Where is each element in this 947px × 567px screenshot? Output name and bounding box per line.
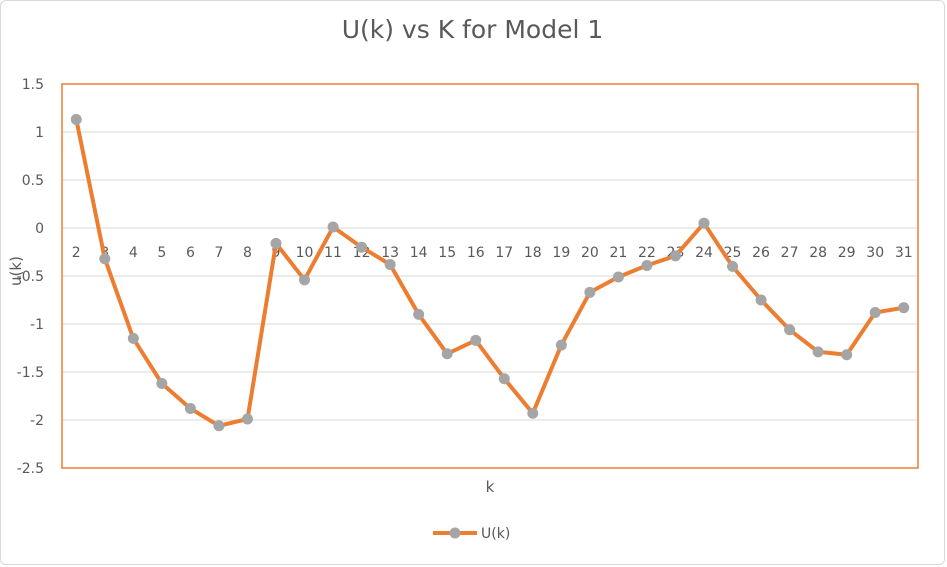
y-tick-label: 0 bbox=[35, 221, 44, 237]
x-tick-label: 19 bbox=[552, 245, 570, 261]
data-point bbox=[584, 286, 596, 298]
x-tick-label: 11 bbox=[324, 245, 342, 261]
data-point bbox=[812, 346, 824, 358]
y-tick-label: 1 bbox=[35, 125, 44, 141]
x-tick-label: 31 bbox=[895, 245, 913, 261]
data-point bbox=[213, 420, 225, 432]
data-point bbox=[356, 241, 368, 253]
y-axis-ticks: 1.5 1 0.5 0 -0.5 -1 -1.5 -2 -2.5 bbox=[17, 77, 44, 477]
x-tick-label: 8 bbox=[243, 245, 252, 261]
x-tick-label: 16 bbox=[467, 245, 485, 261]
x-tick-label: 24 bbox=[695, 245, 713, 261]
x-tick-label: 7 bbox=[214, 245, 223, 261]
legend-label: U(k) bbox=[481, 526, 510, 542]
x-tick-label: 21 bbox=[609, 245, 627, 261]
x-tick-label: 13 bbox=[381, 245, 399, 261]
data-point bbox=[127, 332, 139, 344]
x-tick-label: 6 bbox=[186, 245, 195, 261]
series-markers bbox=[70, 114, 910, 432]
plot-area-border bbox=[61, 83, 919, 469]
x-tick-label: 20 bbox=[581, 245, 599, 261]
x-tick-label: 29 bbox=[838, 245, 856, 261]
data-point bbox=[327, 221, 339, 233]
data-point bbox=[527, 407, 539, 419]
x-axis-ticks: 2345678910111213141516171819202122232425… bbox=[72, 245, 913, 261]
x-tick-label: 18 bbox=[524, 245, 542, 261]
data-point bbox=[413, 308, 425, 320]
data-point bbox=[698, 217, 710, 229]
data-point bbox=[498, 373, 510, 385]
data-point bbox=[641, 259, 653, 271]
series-line-uk bbox=[74, 119, 905, 428]
data-point bbox=[270, 237, 282, 249]
data-point bbox=[299, 274, 311, 286]
x-tick-label: 14 bbox=[410, 245, 428, 261]
data-point bbox=[70, 114, 82, 126]
data-point bbox=[184, 402, 196, 414]
x-tick-label: 2 bbox=[72, 245, 81, 261]
x-tick-label: 5 bbox=[157, 245, 166, 261]
data-point bbox=[241, 413, 253, 425]
y-tick-label: 0.5 bbox=[22, 173, 44, 189]
x-tick-label: 4 bbox=[129, 245, 138, 261]
data-point bbox=[99, 253, 111, 265]
gridlines bbox=[62, 83, 918, 469]
x-axis-title: k bbox=[486, 478, 495, 496]
legend: U(k) bbox=[433, 526, 510, 542]
data-point bbox=[441, 348, 453, 360]
x-tick-label: 15 bbox=[438, 245, 456, 261]
x-tick-label: 27 bbox=[781, 245, 799, 261]
data-point bbox=[156, 378, 168, 390]
x-tick-label: 26 bbox=[752, 245, 770, 261]
data-point bbox=[612, 271, 624, 283]
x-tick-label: 22 bbox=[638, 245, 656, 261]
y-tick-label: -0.5 bbox=[17, 269, 44, 285]
y-tick-label: -1 bbox=[30, 317, 44, 333]
data-point bbox=[755, 294, 767, 306]
y-tick-label: -2 bbox=[30, 413, 44, 429]
legend-marker-swatch bbox=[449, 527, 461, 539]
data-point bbox=[669, 250, 681, 262]
data-point bbox=[384, 258, 396, 270]
data-point bbox=[727, 260, 739, 272]
data-point bbox=[555, 339, 567, 351]
x-tick-label: 17 bbox=[495, 245, 513, 261]
x-tick-label: 28 bbox=[809, 245, 827, 261]
data-point bbox=[841, 349, 853, 361]
x-tick-label: 10 bbox=[296, 245, 314, 261]
y-tick-label: -2.5 bbox=[17, 461, 44, 477]
data-point bbox=[784, 324, 796, 336]
chart-title: U(k) vs K for Model 1 bbox=[341, 15, 604, 44]
y-tick-label: -1.5 bbox=[17, 365, 44, 381]
y-tick-label: 1.5 bbox=[22, 77, 44, 93]
x-tick-label: 30 bbox=[866, 245, 884, 261]
data-point bbox=[470, 334, 482, 346]
y-axis-title: u(k) bbox=[7, 256, 25, 286]
data-point bbox=[869, 306, 881, 318]
data-point bbox=[898, 302, 910, 314]
